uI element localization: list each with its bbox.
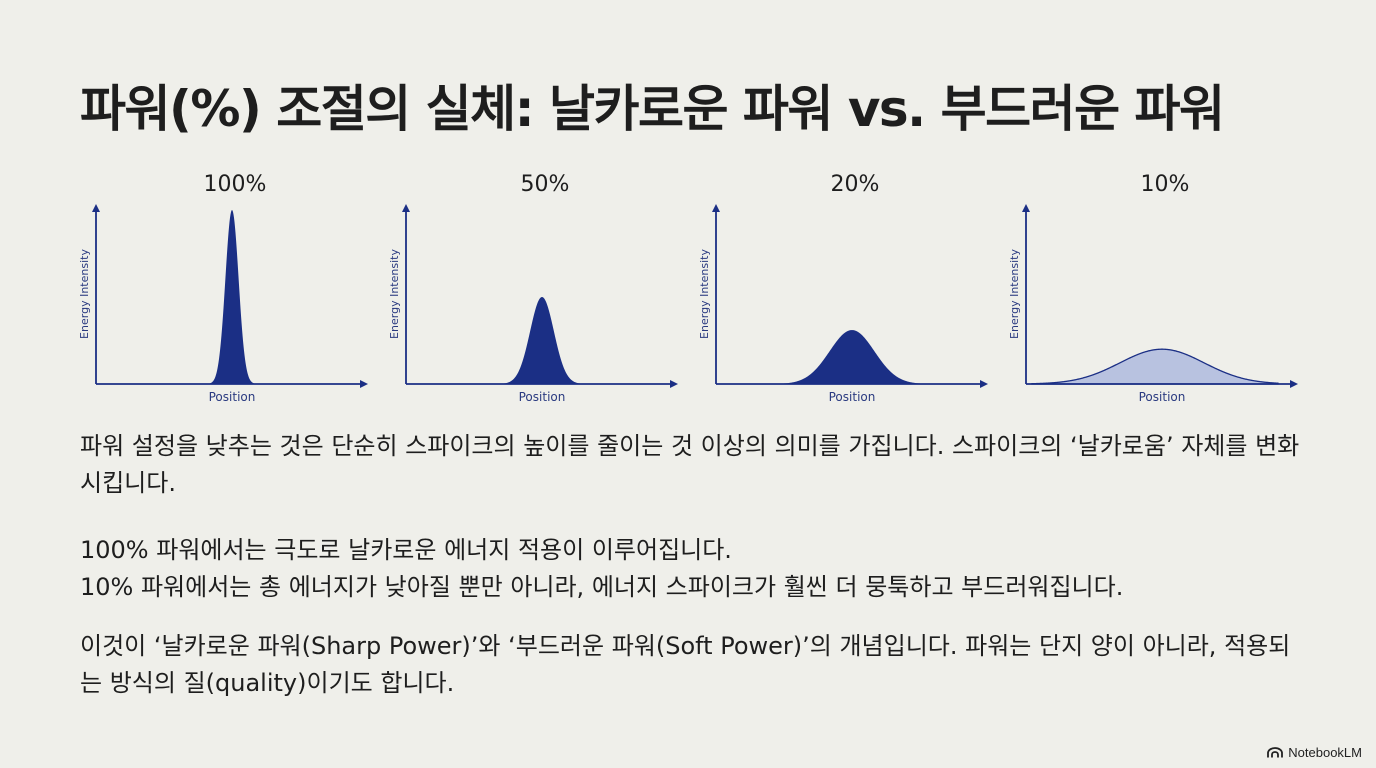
slide-title: 파워(%) 조절의 실체: 날카로운 파워 vs. 부드러운 파워 [80, 80, 1225, 138]
y-axis-arrow-icon [1022, 204, 1030, 212]
x-axis-label: Position [829, 390, 876, 404]
chart-svg: Energy Intensity Position [698, 204, 988, 404]
chart-title: 100% [203, 172, 267, 197]
y-axis-label: Energy Intensity [78, 249, 91, 339]
energy-curve [102, 210, 348, 384]
chart-panel-100: 100% Energy Intensity Position [78, 170, 370, 410]
chart-title: 10% [1140, 172, 1190, 197]
y-axis-label: Energy Intensity [698, 249, 711, 339]
chart-title: 50% [520, 172, 570, 197]
y-axis-arrow-icon [402, 204, 410, 212]
chart-svg: Energy Intensity Position [1008, 204, 1298, 404]
x-axis-label: Position [1139, 390, 1186, 404]
chart-panel-50: 50% Energy Intensity Position [388, 170, 680, 410]
brand-name: NotebookLM [1288, 745, 1362, 760]
energy-curve [412, 297, 658, 384]
y-axis-arrow-icon [712, 204, 720, 212]
footer-brand: NotebookLM [1267, 745, 1362, 760]
concept-paragraph: 이것이 ‘날카로운 파워(Sharp Power)’와 ‘부드러운 파워(Sof… [80, 628, 1300, 702]
comparison-paragraph: 100% 파워에서는 극도로 날카로운 에너지 적용이 이루어집니다. 10% … [80, 532, 1300, 606]
chart-title: 20% [830, 172, 880, 197]
chart-panel-10: 10% Energy Intensity Position [1008, 170, 1300, 410]
energy-curve [1031, 348, 1279, 385]
y-axis-arrow-icon [92, 204, 100, 212]
y-axis-label: Energy Intensity [1008, 249, 1021, 339]
paragraph: 이것이 ‘날카로운 파워(Sharp Power)’와 ‘부드러운 파워(Sof… [80, 632, 1291, 697]
y-axis-label: Energy Intensity [388, 249, 401, 339]
intro-paragraph: 파워 설정을 낮추는 것은 단순히 스파이크의 높이를 줄이는 것 이상의 의미… [80, 428, 1300, 502]
chart-panel-20: 20% Energy Intensity Position [698, 170, 990, 410]
x-axis-arrow-icon [360, 380, 368, 388]
x-axis-label: Position [209, 390, 256, 404]
x-axis-arrow-icon [670, 380, 678, 388]
x-axis-label: Position [519, 390, 566, 404]
paragraph: 100% 파워에서는 극도로 날카로운 에너지 적용이 이루어집니다. [80, 536, 732, 564]
x-axis-arrow-icon [1290, 380, 1298, 388]
paragraph: 파워 설정을 낮추는 것은 단순히 스파이크의 높이를 줄이는 것 이상의 의미… [80, 432, 1300, 497]
notebooklm-logo-icon [1267, 747, 1284, 758]
chart-svg: Energy Intensity Position [78, 204, 368, 404]
paragraph: 10% 파워에서는 총 에너지가 낮아질 뿐만 아니라, 에너지 스파이크가 훨… [80, 573, 1124, 601]
x-axis-arrow-icon [980, 380, 988, 388]
energy-curve [722, 330, 968, 384]
chart-svg: Energy Intensity Position [388, 204, 678, 404]
